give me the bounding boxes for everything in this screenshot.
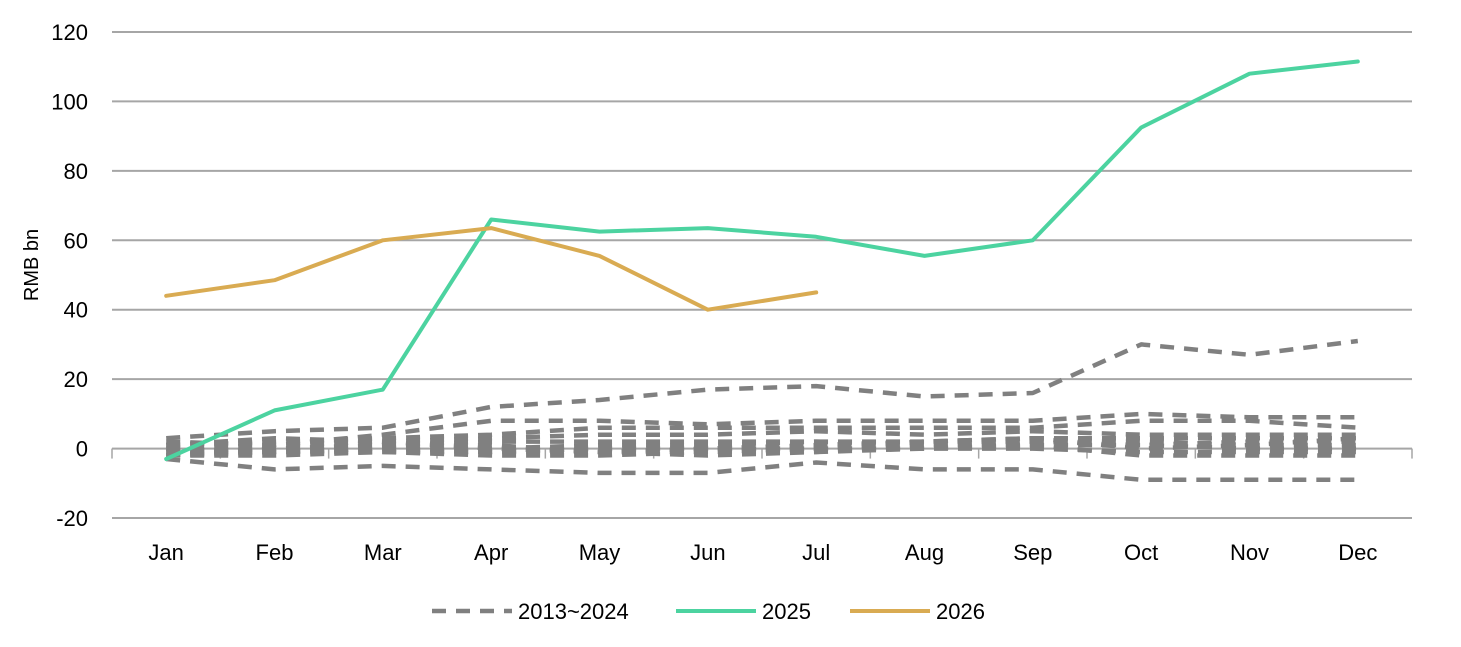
y-tick-label: 100 (51, 89, 88, 114)
historical-series-line (166, 435, 1358, 455)
y-tick-label: 20 (64, 367, 88, 392)
legend-label: 2026 (936, 599, 985, 624)
historical-series-line (166, 446, 1358, 458)
y-tick-label: 80 (64, 159, 88, 184)
y-tick-label: 60 (64, 228, 88, 253)
x-tick-label: Jul (802, 540, 830, 565)
x-tick-label: Sep (1013, 540, 1052, 565)
y-tick-label: -20 (56, 506, 88, 531)
x-tick-label: Jan (148, 540, 183, 565)
x-tick-label: Aug (905, 540, 944, 565)
series-lines (164, 59, 1360, 483)
x-tick-label: Apr (474, 540, 508, 565)
x-tick-label: Dec (1338, 540, 1377, 565)
series-line-2025 (164, 59, 1360, 461)
historical-series-line (165, 456, 1358, 483)
historical-series-line (166, 442, 1358, 458)
y-tick-label: 40 (64, 298, 88, 323)
legend-label: 2013~2024 (518, 599, 629, 624)
x-tick-label: Mar (364, 540, 402, 565)
y-tick-label: 0 (76, 437, 88, 462)
historical-series-line (166, 435, 1358, 458)
x-tick-label: Jun (690, 540, 725, 565)
x-tick-label: Nov (1230, 540, 1269, 565)
x-tick-label: Feb (256, 540, 294, 565)
y-axis-title: RMB bn (21, 229, 43, 301)
legend: 2013~2024 2025 2026 (432, 599, 985, 624)
x-tick-label: May (579, 540, 621, 565)
historical-series-line (166, 418, 1358, 448)
historical-series-line (166, 411, 1358, 448)
historical-series-line (166, 338, 1359, 441)
x-tick-label: Oct (1124, 540, 1158, 565)
legend-label: 2025 (762, 599, 811, 624)
grid-lines (112, 31, 1412, 519)
axes: -20 0 20 40 60 80 100 120 Jan Feb Mar Apr May Jun Jul A… (51, 20, 1413, 565)
y-tick-label: 120 (51, 20, 88, 45)
series-line-2026 (164, 226, 819, 312)
